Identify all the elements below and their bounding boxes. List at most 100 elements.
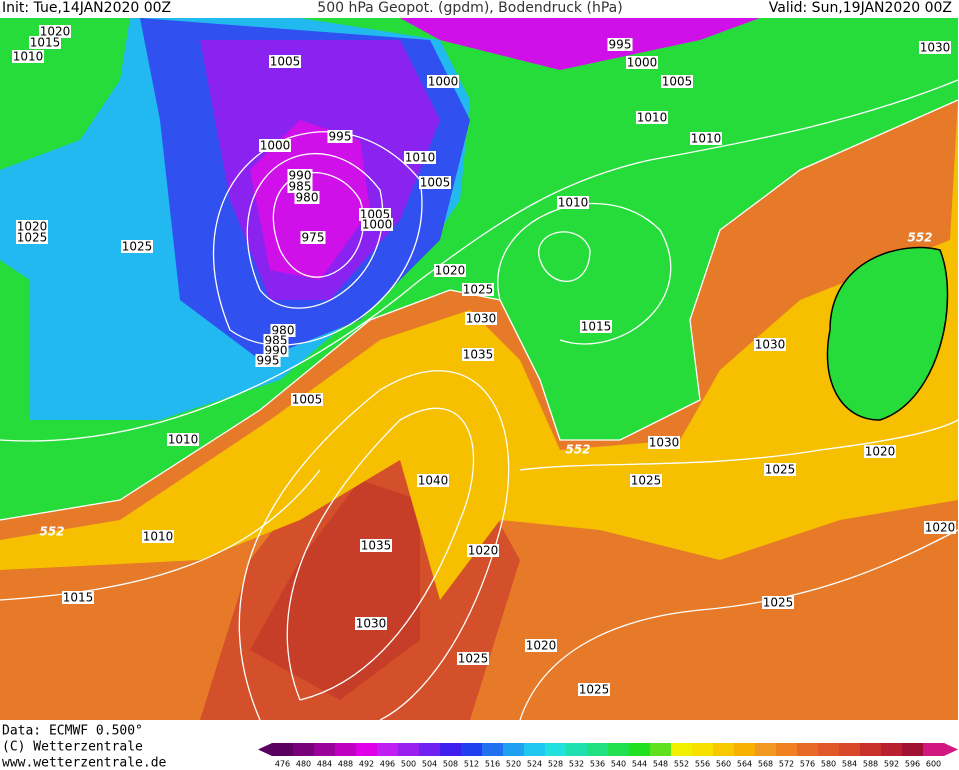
isobar-label: 1020 xyxy=(17,220,48,234)
label-box xyxy=(300,231,326,244)
colorbar-cell xyxy=(314,743,336,756)
label-box xyxy=(355,617,387,630)
colorbar-cell xyxy=(419,743,441,756)
isobar-label: 1020 xyxy=(435,264,466,278)
colorbar-arrow xyxy=(258,743,272,756)
isobar-label: 980 xyxy=(296,191,319,205)
colorbar-label: 504 xyxy=(422,760,437,769)
label-box xyxy=(294,191,320,204)
isobar-label: 1025 xyxy=(17,231,48,245)
colorbar-cell xyxy=(692,743,714,756)
isobar-label: 1010 xyxy=(637,111,668,125)
label-box xyxy=(626,56,658,69)
label-box xyxy=(287,180,313,193)
colorbar-cell xyxy=(377,743,399,756)
colorbar-label: 536 xyxy=(590,760,605,769)
colorbar-cell xyxy=(629,743,651,756)
colorbar-cell xyxy=(482,743,504,756)
isobar-label: 1035 xyxy=(463,348,494,362)
colorbar-label: 512 xyxy=(464,760,479,769)
label-box xyxy=(754,338,786,351)
label-box xyxy=(636,111,668,124)
isobar-label: 1030 xyxy=(356,617,387,631)
label-box xyxy=(417,474,449,487)
colorbar-cell xyxy=(881,743,903,756)
label-box xyxy=(291,393,323,406)
isobar-label: 975 xyxy=(302,231,325,245)
isobar-label: 1030 xyxy=(755,338,786,352)
isobar-label: 995 xyxy=(609,38,632,52)
isobar-label: 1010 xyxy=(168,433,199,447)
label-box xyxy=(762,596,794,609)
colorbar-cell xyxy=(608,743,630,756)
colorbar-cell xyxy=(587,743,609,756)
label-box xyxy=(457,652,489,665)
isobar-label: 1000 xyxy=(362,218,393,232)
isobar-label: 1025 xyxy=(463,283,494,297)
colorbar-label: 552 xyxy=(674,760,689,769)
valid-time: Valid: Sun,19JAN2020 00Z xyxy=(769,0,952,16)
colorbar-label: 524 xyxy=(527,760,542,769)
isobar-label: 1015 xyxy=(581,320,612,334)
colorbar-label: 480 xyxy=(296,760,311,769)
colorbar-label: 584 xyxy=(842,760,857,769)
isobar-label: 1015 xyxy=(63,591,94,605)
colorbar-label: 580 xyxy=(821,760,836,769)
label-box xyxy=(919,41,951,54)
label-box xyxy=(16,231,48,244)
colorbar-label: 496 xyxy=(380,760,395,769)
label-box xyxy=(259,139,291,152)
isobar-label: 1015 xyxy=(30,36,61,50)
label-box xyxy=(580,320,612,333)
colorbar-cell xyxy=(503,743,525,756)
colorbar-cell xyxy=(902,743,924,756)
label-box xyxy=(924,521,956,534)
isobar-label: 1025 xyxy=(458,652,489,666)
colorbar-cell xyxy=(818,743,840,756)
colorbar-cell xyxy=(797,743,819,756)
isobar-label: 1005 xyxy=(662,75,693,89)
map-title: 500 hPa Geopot. (gpdm), Bodendruck (hPa) xyxy=(317,0,622,16)
label-box xyxy=(462,348,494,361)
label-box xyxy=(578,683,610,696)
label-box xyxy=(557,196,589,209)
website: www.wetterzentrale.de xyxy=(2,756,167,770)
label-box xyxy=(167,433,199,446)
label-box xyxy=(360,539,392,552)
label-box xyxy=(29,36,61,49)
isobar-label: 1030 xyxy=(466,312,497,326)
colorbar-cell xyxy=(650,743,672,756)
init-time: Init: Tue,14JAN2020 00Z xyxy=(2,0,171,16)
label-box xyxy=(361,218,393,231)
isobar-label: 1000 xyxy=(428,75,459,89)
colorbar-label: 600 xyxy=(926,760,941,769)
isobar-label: 1020 xyxy=(468,544,499,558)
colorbar-cell xyxy=(776,743,798,756)
isobar-label: 990 xyxy=(289,169,312,183)
colorbar-label: 488 xyxy=(338,760,353,769)
colorbar-label: 492 xyxy=(359,760,374,769)
colorbar-cell xyxy=(440,743,462,756)
colorbar-cell xyxy=(524,743,546,756)
label-box xyxy=(467,544,499,557)
colorbar-label: 568 xyxy=(758,760,773,769)
colorbar-cell xyxy=(398,743,420,756)
isobar-label: 1010 xyxy=(13,50,44,64)
colorbar-cell xyxy=(713,743,735,756)
label-box xyxy=(16,220,48,233)
label-box xyxy=(121,240,153,253)
label-box xyxy=(607,38,633,51)
isobar-label: 1025 xyxy=(765,463,796,477)
colorbar-label: 516 xyxy=(485,760,500,769)
colorbar-cell xyxy=(545,743,567,756)
isobar-label: 1010 xyxy=(558,196,589,210)
colorbar-label: 564 xyxy=(737,760,752,769)
colorbar-label: 592 xyxy=(884,760,899,769)
isobar-label: 1025 xyxy=(763,596,794,610)
colorbar-cell xyxy=(335,743,357,756)
label-box xyxy=(62,591,94,604)
label-box xyxy=(12,50,44,63)
label-box xyxy=(630,474,662,487)
isobar-label: 1035 xyxy=(361,539,392,553)
label-box xyxy=(255,354,281,367)
